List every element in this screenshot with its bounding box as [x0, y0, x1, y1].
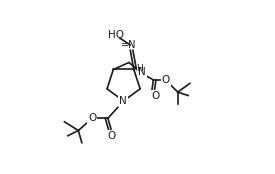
Text: N: N: [119, 96, 127, 106]
Text: =N: =N: [121, 40, 136, 50]
Text: O: O: [151, 90, 159, 101]
Text: HO: HO: [108, 30, 124, 40]
Text: O: O: [107, 131, 116, 141]
Text: O: O: [161, 75, 170, 85]
Text: N: N: [138, 67, 146, 77]
Text: H: H: [136, 64, 143, 73]
Text: O: O: [88, 113, 96, 123]
